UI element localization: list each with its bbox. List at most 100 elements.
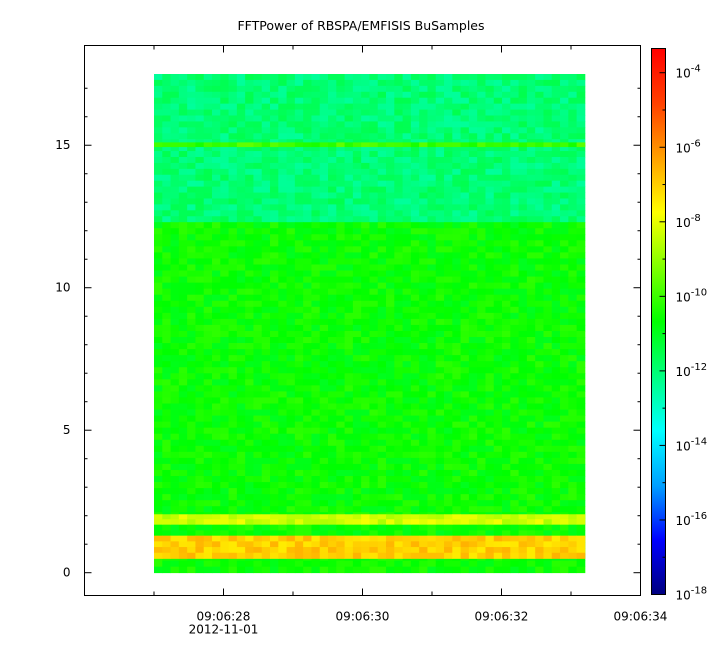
heatmap-cell [278, 541, 287, 548]
heatmap-cell [303, 312, 312, 320]
heatmap-cell [444, 524, 453, 531]
heatmap-cell [568, 433, 578, 441]
heatmap-cell [361, 121, 370, 128]
heatmap-cell [394, 385, 403, 392]
heatmap-cell [170, 355, 180, 362]
heatmap-cell [154, 385, 163, 392]
heatmap-cell [286, 343, 296, 350]
heatmap-cell [568, 552, 578, 559]
heatmap-cell [386, 103, 395, 110]
heatmap-cell [526, 103, 536, 110]
heatmap-cell [361, 367, 370, 374]
heatmap-cell [543, 445, 553, 453]
heatmap-cell [410, 439, 420, 447]
heatmap-cell [560, 500, 569, 507]
heatmap-cell [294, 547, 304, 554]
heatmap-cell [336, 264, 345, 271]
heatmap-cell [526, 488, 536, 495]
heatmap-cell [477, 192, 486, 199]
heatmap-cell [261, 264, 271, 271]
heatmap-cell [178, 115, 188, 122]
heatmap-cell [212, 127, 221, 134]
heatmap-cell [294, 252, 304, 259]
heatmap-cell [278, 270, 287, 277]
heatmap-cell [195, 282, 205, 290]
heatmap-cell [485, 403, 495, 410]
heatmap-cell [261, 142, 271, 148]
heatmap-cell [278, 133, 287, 140]
heatmap-cell [576, 294, 586, 302]
heatmap-cell [311, 312, 321, 320]
heatmap-cell [402, 409, 412, 416]
heatmap-cell [236, 204, 246, 211]
heatmap-cell [228, 198, 238, 205]
heatmap-cell [203, 476, 213, 483]
heatmap-cell [485, 240, 495, 247]
heatmap-cell [162, 258, 171, 265]
heatmap-cell [560, 91, 569, 99]
heatmap-cell [493, 469, 503, 477]
heatmap-cell [228, 552, 238, 559]
heatmap-cell [410, 476, 420, 483]
heatmap-cell [485, 294, 495, 302]
heatmap-cell [386, 264, 395, 271]
heatmap-cell [319, 222, 329, 229]
heatmap-cell [270, 541, 279, 548]
heatmap-cell [336, 488, 345, 495]
heatmap-cell [386, 330, 395, 338]
heatmap-cell [170, 397, 180, 404]
heatmap-cell [203, 519, 213, 525]
heatmap-cell [203, 192, 213, 199]
heatmap-cell [261, 506, 271, 513]
heatmap-cell [178, 560, 188, 568]
heatmap-cell [187, 180, 196, 188]
heatmap-cell [460, 330, 470, 338]
heatmap-cell [311, 566, 321, 574]
heatmap-cell [468, 349, 478, 356]
heatmap-cell [477, 300, 486, 308]
heatmap-cell [535, 103, 544, 110]
heatmap-cell [402, 488, 412, 495]
heatmap-cell [170, 560, 180, 568]
heatmap-cell [518, 288, 528, 296]
heatmap-cell [460, 85, 470, 93]
heatmap-cell [419, 139, 428, 146]
heatmap-cell [543, 180, 553, 188]
heatmap-cell [245, 74, 254, 81]
heatmap-cell [212, 433, 221, 441]
heatmap-cell [419, 121, 428, 128]
heatmap-cell [535, 514, 544, 520]
heatmap-cell [518, 142, 528, 148]
heatmap-cell [336, 222, 345, 229]
heatmap-cell [245, 115, 254, 122]
heatmap-cell [212, 156, 221, 164]
heatmap-cell [419, 127, 428, 134]
heatmap-cell [270, 127, 279, 134]
heatmap-cell [170, 541, 180, 548]
heatmap-cell [377, 145, 387, 152]
heatmap-cell [386, 506, 395, 513]
heatmap-cell [394, 349, 403, 356]
heatmap-cell [510, 180, 520, 188]
heatmap-cell [195, 361, 205, 368]
heatmap-cell [410, 270, 420, 277]
heatmap-cell [452, 324, 462, 332]
heatmap-cell [245, 421, 254, 429]
heatmap-cell [576, 91, 586, 99]
heatmap-cell [336, 139, 345, 146]
heatmap-cell [311, 541, 321, 548]
heatmap-cell [394, 391, 403, 398]
heatmap-cell [551, 79, 561, 87]
heatmap-cell [170, 403, 180, 410]
heatmap-cell [468, 145, 478, 152]
heatmap-cell [261, 403, 271, 410]
heatmap-cell [303, 397, 312, 404]
heatmap-cell [236, 300, 246, 308]
heatmap-cell [460, 115, 470, 122]
heatmap-cell [468, 186, 478, 193]
heatmap-cell [253, 482, 263, 489]
heatmap-cell [568, 482, 578, 489]
heatmap-cell [162, 312, 171, 320]
heatmap-cell [278, 246, 287, 253]
heatmap-cell [311, 252, 321, 259]
